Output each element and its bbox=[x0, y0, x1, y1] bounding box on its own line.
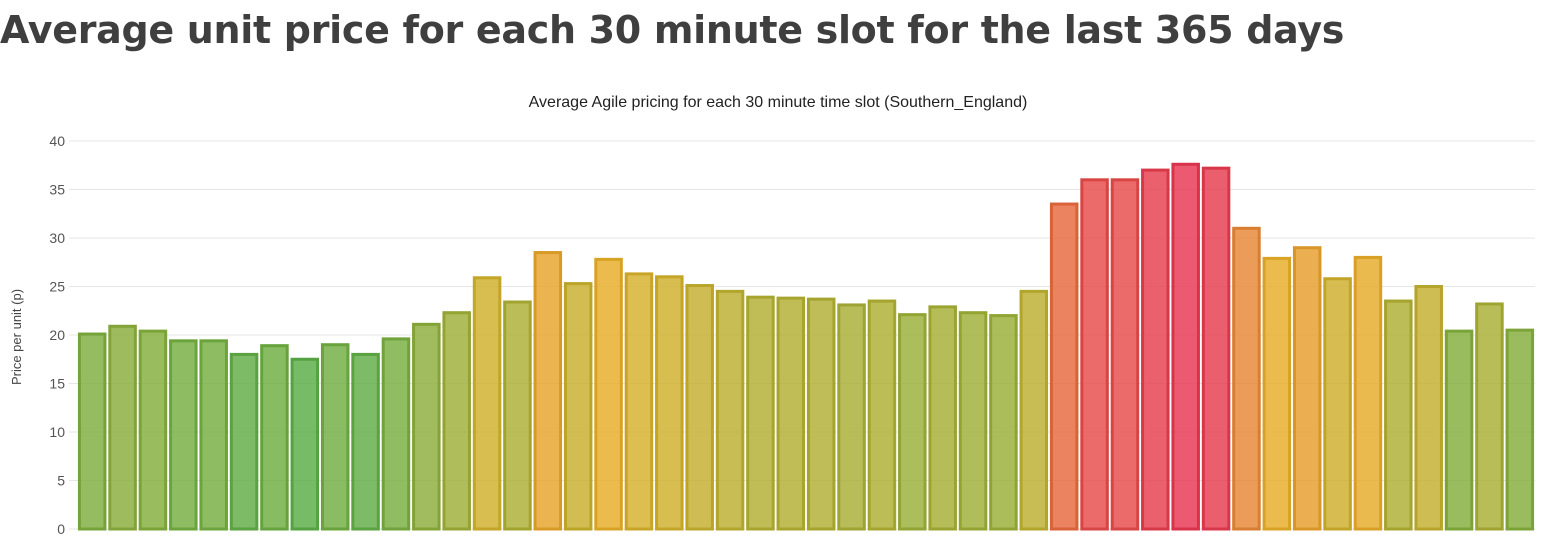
y-axis-label: Price per unit (p) bbox=[9, 289, 24, 385]
bar bbox=[1323, 277, 1352, 531]
bar bbox=[108, 324, 137, 531]
bar bbox=[1262, 256, 1292, 531]
bar bbox=[898, 313, 927, 531]
bar bbox=[776, 296, 806, 531]
y-axis-ticks: 0 5 10 15 20 25 30 35 40 bbox=[49, 133, 65, 537]
bar bbox=[1201, 166, 1231, 531]
page-title: Average unit price for each 30 minute sl… bbox=[0, 8, 1345, 52]
bar bbox=[77, 332, 107, 531]
bar bbox=[260, 344, 289, 531]
bar bbox=[806, 297, 836, 531]
bar bbox=[1414, 285, 1443, 531]
bar bbox=[563, 282, 593, 531]
chart-container: Average Agile pricing for each 30 minute… bbox=[0, 80, 1555, 542]
bar bbox=[1080, 178, 1109, 531]
bar bbox=[320, 343, 350, 531]
bar bbox=[1444, 329, 1474, 531]
bar bbox=[685, 284, 714, 531]
bar bbox=[624, 272, 654, 531]
bar bbox=[1110, 178, 1140, 531]
bar bbox=[472, 276, 502, 531]
chart-title: Average Agile pricing for each 30 minute… bbox=[529, 94, 1028, 111]
bar bbox=[169, 339, 198, 531]
bar bbox=[989, 314, 1018, 531]
bar bbox=[1292, 246, 1322, 531]
bar bbox=[655, 275, 684, 531]
bar bbox=[503, 300, 532, 531]
bar bbox=[1049, 202, 1079, 531]
bar bbox=[1141, 168, 1170, 531]
bar bbox=[442, 311, 471, 531]
y-tick-label: 10 bbox=[49, 424, 65, 440]
bar bbox=[290, 357, 320, 531]
bar bbox=[594, 257, 623, 531]
y-tick-label: 30 bbox=[49, 230, 65, 246]
bar bbox=[138, 329, 168, 531]
y-tick-label: 5 bbox=[57, 473, 65, 489]
y-tick-label: 15 bbox=[49, 376, 65, 392]
bar bbox=[958, 311, 988, 531]
y-tick-label: 20 bbox=[49, 327, 65, 343]
bar bbox=[381, 337, 411, 531]
y-tick-label: 25 bbox=[49, 279, 65, 295]
bar bbox=[533, 251, 563, 531]
bar bbox=[867, 299, 897, 531]
y-tick-label: 40 bbox=[49, 133, 65, 149]
bar bbox=[1384, 299, 1413, 531]
bar bbox=[1505, 328, 1535, 531]
bar bbox=[1171, 162, 1200, 531]
bar bbox=[928, 305, 957, 531]
bar bbox=[1232, 226, 1261, 531]
bar bbox=[1019, 289, 1049, 531]
y-tick-label: 0 bbox=[57, 521, 65, 537]
bar bbox=[199, 339, 228, 531]
bar bbox=[351, 352, 380, 531]
bar bbox=[229, 352, 259, 531]
bar bbox=[1475, 302, 1504, 531]
bar-chart: Average Agile pricing for each 30 minute… bbox=[9, 94, 1535, 537]
bar bbox=[412, 322, 441, 531]
y-tick-label: 35 bbox=[49, 182, 65, 198]
bar bbox=[1353, 255, 1383, 531]
bar bbox=[715, 289, 745, 531]
bar bbox=[837, 303, 866, 531]
bar bbox=[746, 295, 775, 531]
bars bbox=[77, 162, 1535, 531]
